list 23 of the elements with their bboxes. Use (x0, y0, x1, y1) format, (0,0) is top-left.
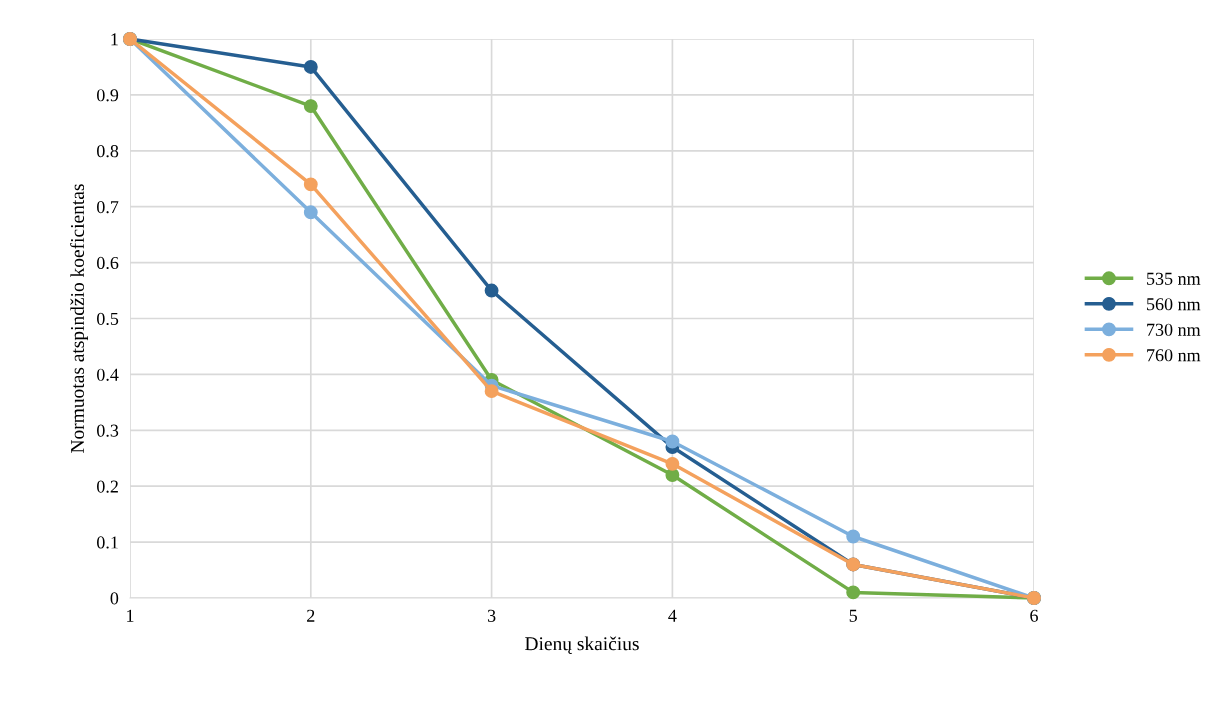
y-tick-label: 0.1 (97, 536, 118, 549)
y-tick-label: 0.8 (97, 145, 119, 158)
y-axis-title: Normuotas atspindžio koeficientas (70, 184, 88, 453)
y-tick-label: 0.3 (97, 424, 119, 437)
x-tick-label: 6 (1030, 609, 1038, 622)
y-tick-label: 0.2 (97, 480, 118, 493)
y-tick-label: 0 (110, 592, 119, 605)
x-tick-label: 1 (127, 609, 134, 622)
x-tick-label: 3 (487, 609, 496, 622)
x-tick-label: 2 (307, 609, 315, 622)
y-tick-label: 0.4 (97, 368, 119, 381)
y-tick-label: 0.6 (97, 256, 119, 270)
x-tick-label: 5 (849, 609, 858, 622)
y-tick-label: 0.5 (97, 312, 119, 326)
legend-label: 535 nm (1147, 272, 1201, 285)
x-tick-label: 4 (668, 609, 677, 622)
legend-label: 560 nm (1147, 298, 1201, 311)
x-axis-title: Dienų skaičius (525, 636, 639, 654)
y-tick-label: 0.9 (97, 89, 119, 102)
legend-label: 730 nm (1147, 323, 1201, 336)
y-tick-label: 0.7 (97, 200, 119, 214)
legend-label: 760 nm (1147, 349, 1201, 362)
y-tick-label: 1 (111, 33, 118, 46)
